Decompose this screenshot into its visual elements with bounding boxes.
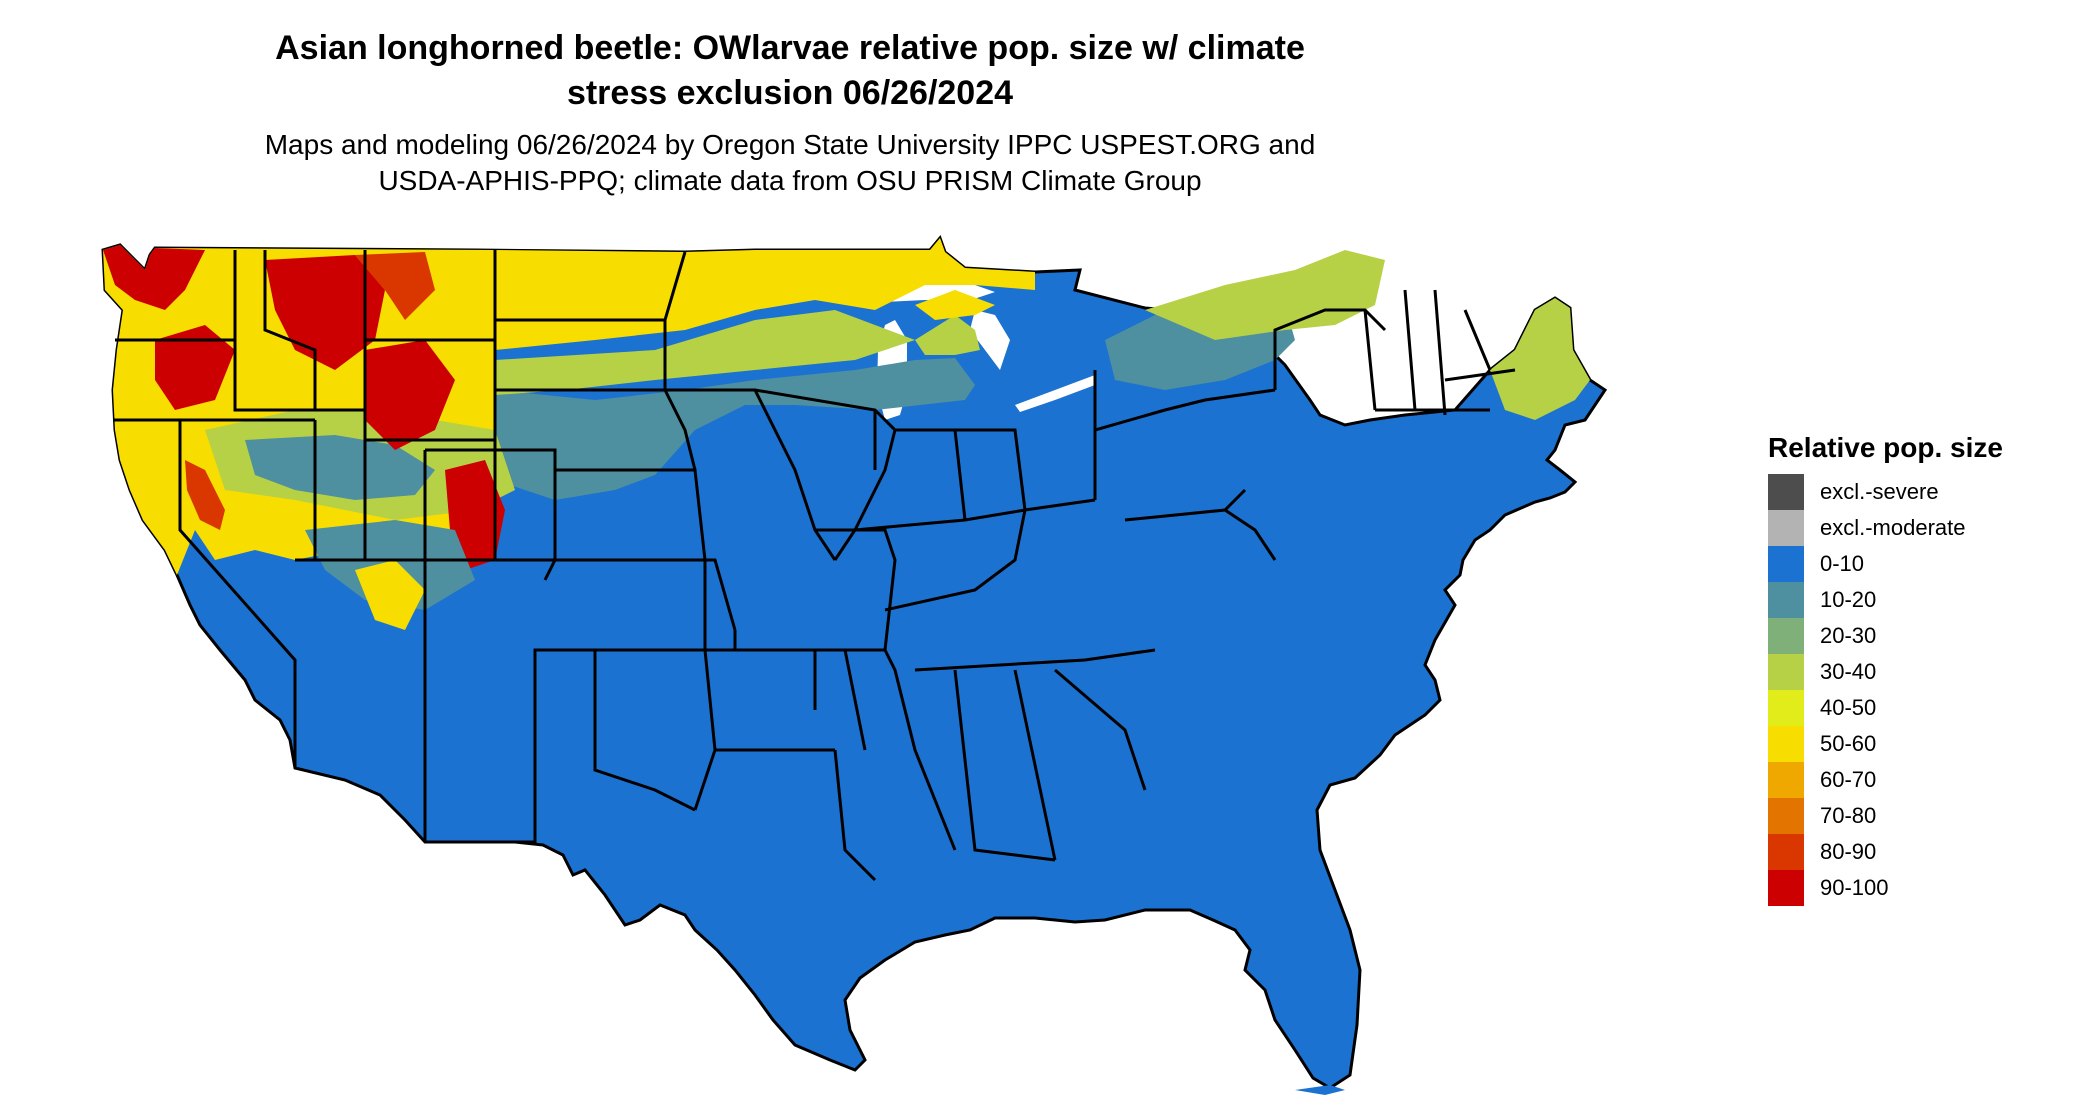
legend-swatch [1768,870,1804,906]
legend-label: 50-60 [1820,731,1877,756]
us-population-map [101,235,1608,1095]
legend-label: 30-40 [1820,659,1877,684]
legend-swatch [1768,546,1804,582]
map-title: Asian longhorned beetle: OWlarvae relati… [190,26,1390,116]
legend-item: excl.-moderate [1768,510,2088,546]
legend-item: 20-30 [1768,618,2088,654]
zone-90-100-nw-cascades [103,245,205,310]
legend-swatch [1768,762,1804,798]
legend-swatch [1768,474,1804,510]
legend-item: 30-40 [1768,654,2088,690]
legend-swatch [1768,690,1804,726]
legend-label: 20-30 [1820,623,1877,648]
legend-label: 40-50 [1820,695,1877,720]
legend-item: 70-80 [1768,798,2088,834]
zone-30-40-michigan [915,315,980,355]
legend-label: 10-20 [1820,587,1877,612]
legend-item: 50-60 [1768,726,2088,762]
legend-item: 60-70 [1768,762,2088,798]
zone-30-40-north [495,310,915,395]
zone-50-60-upper-mi [915,290,995,320]
zone-90-100-wyoming [365,340,455,450]
legend-swatch [1768,726,1804,762]
legend-label: 70-80 [1820,803,1877,828]
legend-swatch [1768,618,1804,654]
legend-item: 40-50 [1768,690,2088,726]
legend-label: 60-70 [1820,767,1877,792]
legend-item: excl.-severe [1768,474,2088,510]
legend-swatch [1768,654,1804,690]
zone-50-60-north [495,238,1035,350]
zone-10-20-north [495,358,975,500]
legend-swatch [1768,510,1804,546]
lake-huron [970,310,1010,370]
map-subtitle: Maps and modeling 06/26/2024 by Oregon S… [190,127,1390,199]
zone-30-40-maine [1490,298,1590,420]
legend-item: 0-10 [1768,546,2088,582]
legend-label: 80-90 [1820,839,1877,864]
legend-items: excl.-severe excl.-moderate 0-10 10-20 2… [1768,474,2088,906]
zone-90-100-oregon [155,325,235,410]
legend: Relative pop. size excl.-severe excl.-mo… [1768,432,2088,906]
legend-swatch [1768,834,1804,870]
zone-10-20-great-basin [245,435,435,500]
map-title-line-1: Asian longhorned beetle: OWlarvae relati… [275,29,1305,67]
legend-swatch [1768,798,1804,834]
zone-50-60-southwest [355,560,425,630]
zone-80-90-sierra [185,460,225,530]
legend-label: 0-10 [1820,551,1865,576]
lake-erie [1015,375,1095,412]
legend-label: excl.-severe [1820,479,1939,504]
map-title-line-2: stress exclusion 06/26/2024 [566,74,1014,112]
legend-title: Relative pop. size [1768,432,2003,463]
legend-item: 80-90 [1768,834,2088,870]
florida-keys [1295,1085,1345,1095]
state-boundaries [113,250,1516,882]
map-subtitle-line-2: USDA-APHIS-PPQ; climate data from OSU PR… [378,165,1202,196]
map-subtitle-line-1: Maps and modeling 06/26/2024 by Oregon S… [264,129,1316,160]
legend-swatch [1768,582,1804,618]
legend-item: 90-100 [1768,870,2088,906]
legend-label: 90-100 [1820,875,1889,900]
legend-item: 10-20 [1768,582,2088,618]
zone-30-40-northeast [1145,250,1385,340]
zone-80-90-montana [355,252,435,320]
legend-label: excl.-moderate [1820,515,1966,540]
